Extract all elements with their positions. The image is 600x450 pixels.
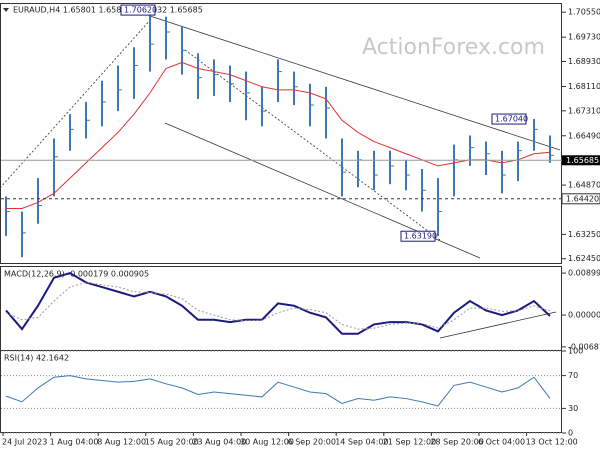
level-box <box>561 193 600 205</box>
x-tick-label: 6 Oct 04:00 <box>478 438 525 447</box>
x-tick-label: 13 Oct 12:00 <box>526 438 578 447</box>
series-line <box>5 271 551 335</box>
x-tick-label: 21 Sep 12:00 <box>383 438 436 447</box>
y-tick-label: 0 <box>568 429 573 438</box>
y-tick-label: 30 <box>568 404 578 413</box>
series-line <box>5 281 551 330</box>
x-tick-label: 30 Aug 12:00 <box>240 438 294 447</box>
dotted-trend <box>184 49 441 241</box>
x-tick-label: 1 Aug 04:00 <box>50 438 99 447</box>
series-line <box>5 375 551 407</box>
rsi-title: RSI(14) 42.1642 <box>4 354 69 363</box>
y-tick-label: 1.69730 <box>568 33 600 42</box>
y-tick-label: 70 <box>568 371 578 380</box>
x-tick-label: 15 Aug 20:00 <box>145 438 199 447</box>
y-tick-label: 0.000000 <box>568 311 600 320</box>
trendlines <box>0 15 561 339</box>
y-tick-label: 1.64870 <box>568 181 600 190</box>
y-tick-label: 100 <box>568 347 583 356</box>
current-price-label: 1.65685 <box>566 156 599 165</box>
macd-trendline <box>439 311 557 339</box>
x-tick-label: 6 Sep 20:00 <box>288 438 336 447</box>
collapse-icon <box>3 8 9 12</box>
annotation-label: 1.70620 <box>124 6 157 15</box>
y-tick-label: 1.68110 <box>568 82 600 91</box>
x-tick-label: 23 Aug 04:00 <box>192 438 246 447</box>
annotation-box <box>400 230 436 242</box>
chart-title: EURAUD,H4 1.65801 1.65833 1.65632 1.6568… <box>13 6 203 15</box>
x-tick-label: 28 Sep 20:00 <box>430 438 483 447</box>
channel-upper <box>149 15 561 151</box>
moving-average <box>6 61 551 210</box>
watermark: ActionForex.com <box>362 35 545 60</box>
y-tick-label: 1.62450 <box>568 254 600 263</box>
x-tick-label: 14 Sep 04:00 <box>335 438 388 447</box>
price-frame <box>0 3 562 264</box>
dotted-trend <box>0 17 153 189</box>
level-label: 1.64420 <box>566 194 599 203</box>
current-price-box <box>562 155 600 166</box>
annotation-box <box>120 4 156 16</box>
annotation-label: 1.67040 <box>495 115 528 124</box>
y-tick-label: -0.006816 <box>568 342 600 351</box>
y-tick-label: 1.67310 <box>568 106 600 115</box>
macd-frame <box>0 266 562 351</box>
y-tick-label: 1.63250 <box>568 230 600 239</box>
x-tick-label: 8 Aug 12:00 <box>97 438 146 447</box>
annotation-label: 1.63190 <box>404 232 437 241</box>
y-tick-label: 1.68930 <box>568 57 600 66</box>
y-tick-label: 0.008996 <box>568 269 600 278</box>
y-tick-label: 1.70550 <box>568 8 600 17</box>
x-tick-label: 24 Jul 2023 <box>2 438 47 447</box>
macd-title: MACD(12,26,9) -0.000179 0.000905 <box>4 270 149 279</box>
rsi-frame <box>0 350 562 433</box>
y-tick-label: 1.66490 <box>568 131 600 140</box>
annotation-box <box>491 113 527 125</box>
